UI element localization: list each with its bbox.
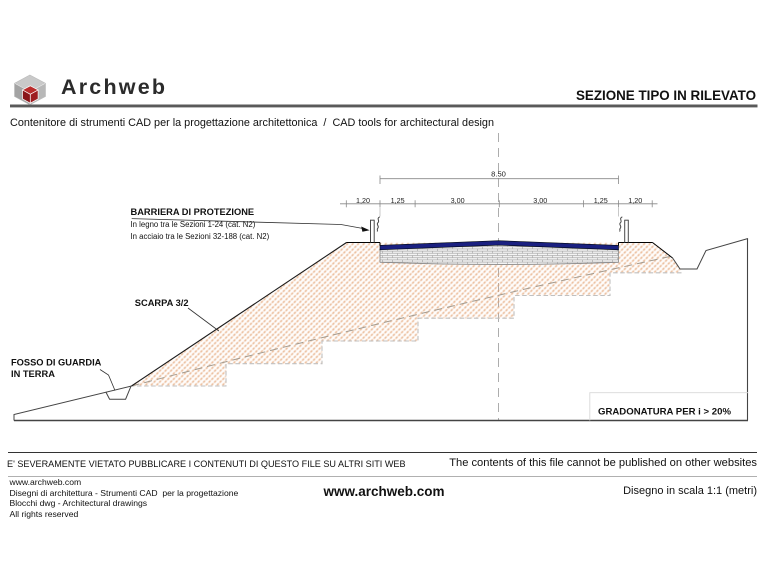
- svg-text:8.50: 8.50: [491, 170, 506, 179]
- svg-text:1,20: 1,20: [356, 196, 370, 205]
- svg-text:GRADONATURA PER i > 20%: GRADONATURA PER i > 20%: [598, 407, 731, 418]
- svg-text:In legno tra le Sezioni 1-24 (: In legno tra le Sezioni 1-24 (cat. N2): [131, 220, 256, 229]
- svg-text:1,25: 1,25: [594, 196, 608, 205]
- svg-text:1,25: 1,25: [391, 196, 405, 205]
- svg-text:SCARPA 3/2: SCARPA 3/2: [135, 298, 189, 308]
- svg-text:1,20: 1,20: [628, 196, 642, 205]
- svg-text:FOSSO DI GUARDIA: FOSSO DI GUARDIA: [11, 358, 102, 368]
- svg-text:BARRIERA DI PROTEZIONE: BARRIERA DI PROTEZIONE: [131, 207, 255, 217]
- svg-text:3,00: 3,00: [533, 196, 547, 205]
- svg-text:3,00: 3,00: [451, 196, 465, 205]
- svg-text:In acciaio tra le Sezioni 32-1: In acciaio tra le Sezioni 32-188 (cat. N…: [131, 232, 270, 241]
- svg-text:IN TERRA: IN TERRA: [11, 369, 55, 379]
